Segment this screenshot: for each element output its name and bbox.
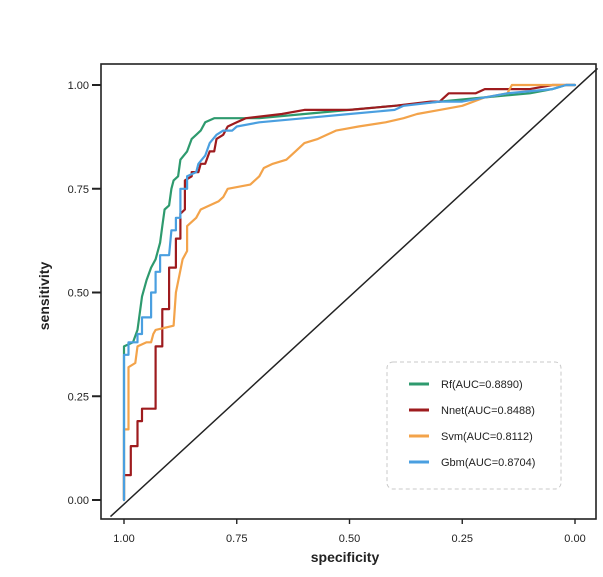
y-tick-label: 0.25 [68, 391, 89, 403]
reference-line-group [109, 67, 599, 518]
x-tick-label: 0.00 [564, 533, 585, 545]
x-tick-label: 0.50 [339, 533, 360, 545]
x-tick-label: 0.75 [226, 533, 247, 545]
x-axis: 1.00 0.75 0.50 0.25 0.00 [113, 519, 586, 545]
x-tick-label: 1.00 [113, 533, 134, 545]
y-tick-label: 0.00 [68, 495, 89, 507]
legend-box [386, 361, 562, 490]
series-line-gbm [122, 83, 577, 502]
x-axis-title: specificity [311, 549, 380, 565]
legend-label-svm: Svm(AUC=0.8112) [441, 431, 533, 443]
legend-label-nnet: Nnet(AUC=0.8488) [441, 405, 535, 417]
x-tick-label: 0.25 [452, 533, 473, 545]
legend-label-rf: Rf(AUC=0.8890) [441, 379, 523, 391]
y-tick-label: 0.75 [68, 184, 89, 196]
y-axis-title: sensitivity [36, 262, 52, 331]
reference-diagonal-line [109, 67, 599, 518]
legend: Rf(AUC=0.8890) Nnet(AUC=0.8488) Svm(AUC=0.… [386, 361, 562, 490]
legend-label-gbm: Gbm(AUC=0.8704) [441, 457, 535, 469]
series-group [122, 83, 577, 502]
series-line-svm [122, 83, 577, 502]
y-tick-label: 0.50 [68, 288, 89, 300]
y-tick-label: 1.00 [68, 80, 89, 92]
y-axis: 0.00 0.25 0.50 0.75 1.00 [68, 80, 101, 507]
